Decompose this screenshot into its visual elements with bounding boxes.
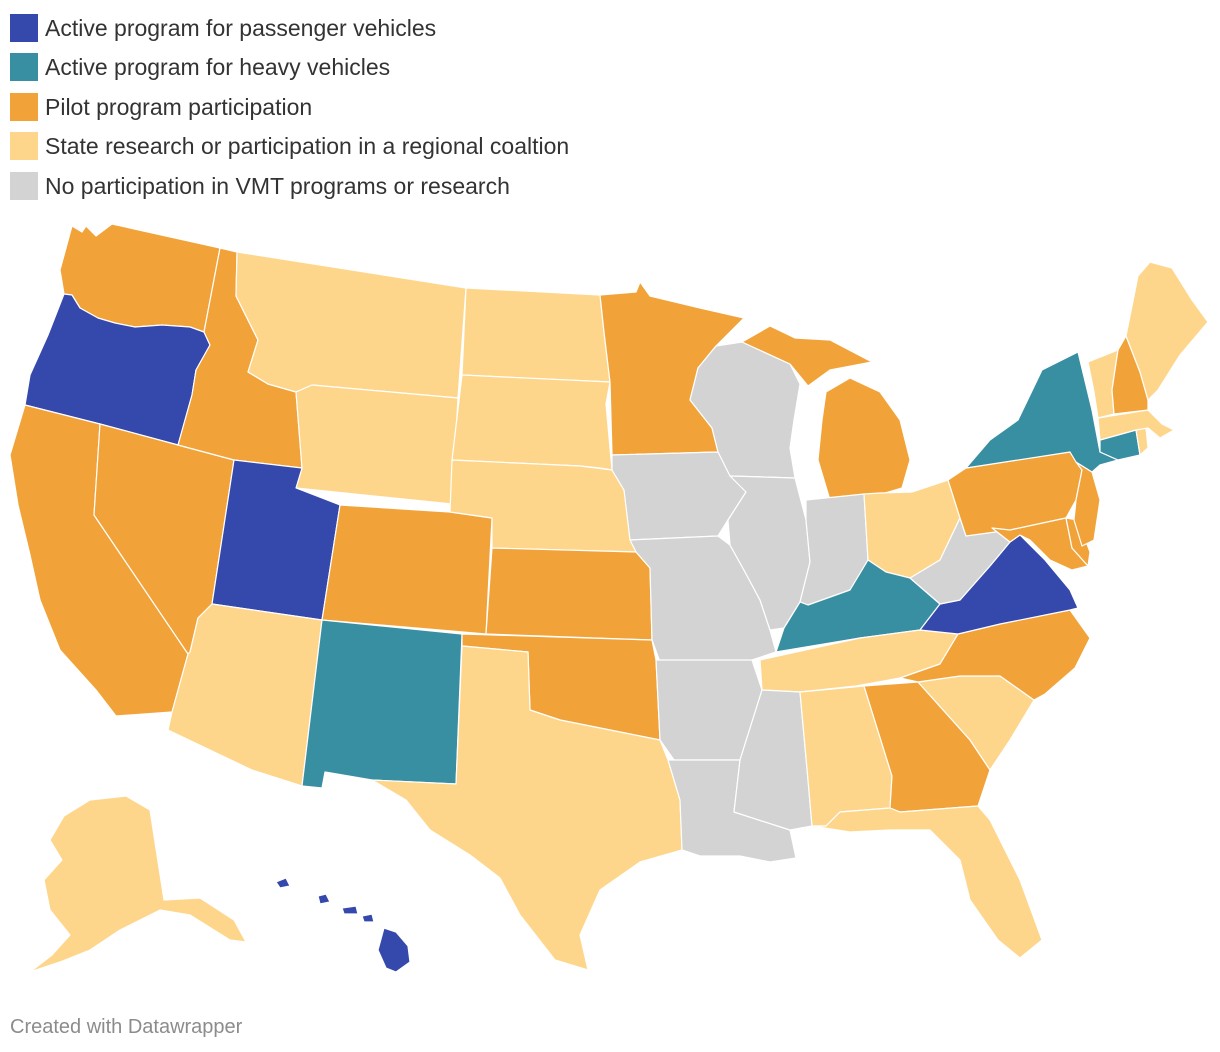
legend-swatch	[10, 132, 38, 161]
state-mt[interactable]	[235, 251, 467, 399]
legend-item-research[interactable]: State research or participation in a reg…	[10, 127, 569, 167]
legend-item-none[interactable]: No participation in VMT programs or rese…	[10, 166, 569, 206]
legend-item-passenger[interactable]: Active program for passenger vehicles	[10, 8, 569, 48]
state-me[interactable]	[1125, 261, 1209, 401]
legend-swatch	[10, 13, 38, 42]
state-nj[interactable]	[1073, 461, 1101, 547]
state-fl[interactable]	[811, 805, 1043, 959]
state-co[interactable]	[321, 504, 493, 635]
legend-swatch	[10, 171, 38, 200]
legend-label: Active program for heavy vehicles	[45, 54, 391, 81]
legend-label: Pilot program participation	[45, 93, 313, 120]
legend-label: State research or participation in a reg…	[45, 133, 570, 160]
state-ma[interactable]	[1097, 409, 1175, 441]
state-ks[interactable]	[485, 547, 653, 641]
state-nm[interactable]	[301, 619, 463, 789]
legend-label: Active program for passenger vehicles	[45, 14, 437, 41]
legend: Active program for passenger vehicles Ac…	[10, 8, 569, 206]
state-wy[interactable]	[295, 384, 459, 505]
state-mi[interactable]	[741, 325, 911, 501]
legend-swatch	[10, 92, 38, 121]
state-tx[interactable]	[371, 645, 683, 971]
state-nd[interactable]	[461, 287, 611, 383]
legend-label: No participation in VMT programs or rese…	[45, 172, 510, 199]
state-md[interactable]	[991, 517, 1089, 571]
state-hi[interactable]	[275, 877, 411, 973]
legend-item-pilot[interactable]: Pilot program participation	[10, 87, 569, 127]
credit-text: Created with Datawrapper	[10, 1016, 243, 1038]
legend-item-heavy[interactable]: Active program for heavy vehicles	[10, 48, 569, 88]
state-sd[interactable]	[451, 374, 613, 471]
state-ak[interactable]	[29, 795, 247, 973]
legend-swatch	[10, 53, 38, 82]
